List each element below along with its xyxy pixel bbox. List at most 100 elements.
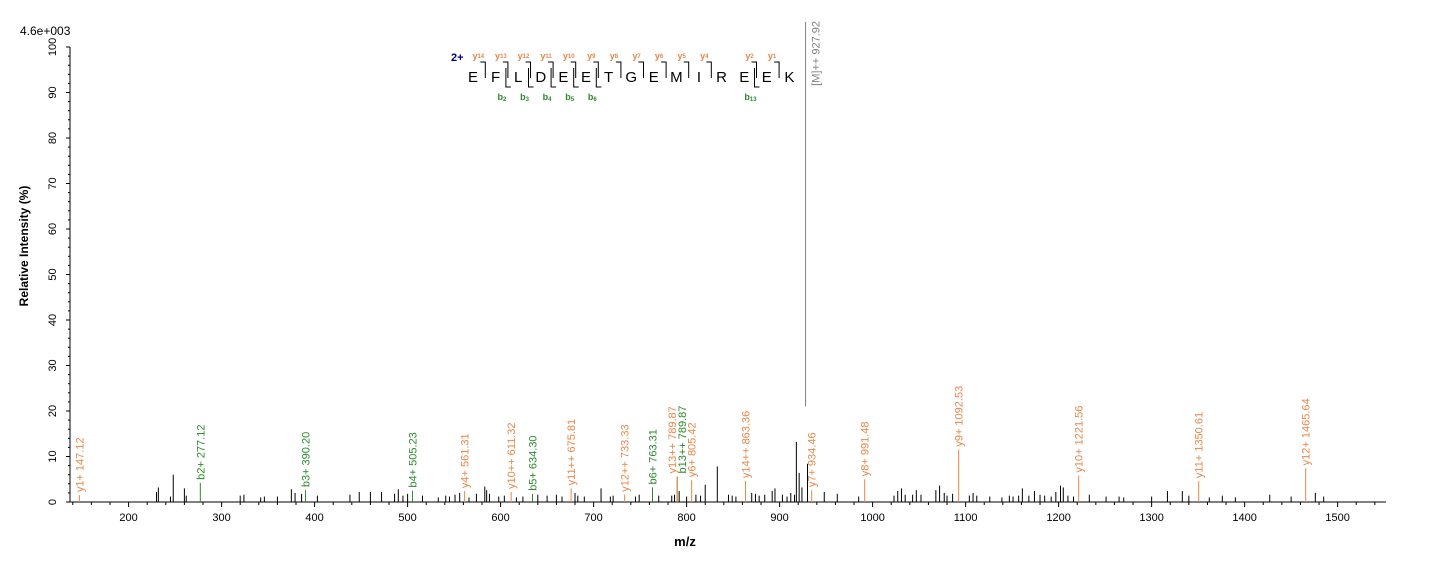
b-ion-label: b6 — [588, 92, 598, 103]
y-ion-label: y4 — [700, 51, 709, 61]
x-tick-label: 800 — [677, 512, 695, 524]
peak-label: y11++ 675.81 — [566, 419, 578, 485]
y-ion-label: y13 — [495, 51, 507, 61]
y-tick-label: 60 — [47, 223, 59, 235]
y-tick-label: 50 — [47, 268, 59, 280]
x-axis-title: m/z — [674, 534, 696, 549]
peak-label: y13++ 789.87 — [667, 406, 679, 473]
x-tick-label: 300 — [212, 512, 230, 524]
peak-label: y10++ 611.32 — [506, 423, 518, 489]
b-ion-bracket — [505, 68, 511, 88]
y-ion-bracket — [774, 61, 780, 78]
b-ion-bracket — [595, 68, 602, 88]
y-ion-bracket — [615, 61, 622, 78]
y-tick-label: 30 — [47, 359, 59, 371]
residue: D — [535, 69, 546, 86]
y-ion-bracket — [638, 61, 644, 78]
residue: K — [784, 69, 794, 86]
y-ion-bracket — [661, 61, 667, 78]
residue: E — [558, 69, 568, 86]
y-tick-label: 0 — [47, 499, 59, 505]
precursor-label: [M]++ 927.92 — [811, 21, 823, 86]
b-ion-bracket — [550, 68, 557, 88]
b-ion-label: b2 — [497, 92, 507, 103]
x-tick-label: 900 — [770, 512, 788, 524]
charge-state: 2+ — [451, 52, 464, 64]
b-ion-label: b5 — [565, 92, 575, 103]
y-ion-bracket — [683, 61, 690, 78]
y-axis-title: Relative Intensity (%) — [17, 186, 31, 307]
peaks-layer — [155, 441, 1325, 502]
residue: F — [491, 69, 500, 86]
b-ion-label: b3 — [520, 92, 530, 103]
peak-label: y1+ 147.12 — [74, 437, 86, 492]
b-ion-label: b4 — [543, 92, 553, 103]
residue: E — [649, 69, 659, 86]
b-ion-bracket — [754, 68, 760, 88]
peak-annotations: y1+ 147.12 b2+ 277.12 b3+ 390.20 b4+ 505.23… — [74, 21, 1313, 502]
residue: E — [468, 69, 478, 86]
y-ion-bracket — [525, 61, 531, 78]
y-tick-label: 40 — [47, 314, 59, 326]
x-tick-label: 400 — [305, 512, 323, 524]
residue: T — [604, 69, 613, 86]
residue: E — [581, 69, 591, 86]
residue: M — [670, 69, 683, 86]
y-ion-label: y11 — [540, 51, 552, 61]
y-axis-ticks: 0 10 20 30 40 50 60 70 80 90 100 — [47, 38, 70, 505]
y-ion-label: y10 — [563, 51, 575, 61]
peak-label: y11+ 1350.61 — [1194, 412, 1206, 478]
y-ion-bracket — [751, 61, 757, 78]
peak-label: b3+ 390.20 — [300, 432, 312, 487]
y-ion-label: y5 — [678, 51, 687, 61]
b-ion-bracket — [528, 68, 534, 88]
y-ion-label: y8 — [610, 51, 619, 61]
x-tick-label: 1100 — [954, 512, 978, 524]
residue: G — [625, 69, 637, 86]
x-tick-label: 500 — [398, 512, 416, 524]
y-ion-bracket — [502, 61, 509, 78]
residue: R — [716, 69, 727, 86]
b-ion-bracket — [573, 68, 579, 88]
y-tick-label: 90 — [47, 86, 59, 98]
y-ion-bracket — [706, 61, 712, 78]
y-tick-label: 20 — [47, 405, 59, 417]
x-tick-label: 600 — [491, 512, 509, 524]
peak-label: b5+ 634.30 — [528, 435, 540, 490]
y-tick-label: 80 — [47, 132, 59, 144]
y-ion-label: y2 — [745, 51, 754, 61]
residue: L — [514, 69, 522, 86]
residue: I — [697, 69, 701, 86]
y-ion-label: y6 — [655, 51, 664, 61]
peak-label: b2+ 277.12 — [195, 425, 207, 480]
x-tick-label: 200 — [119, 512, 137, 524]
peak-label: b4+ 505.23 — [407, 432, 419, 487]
y-ion-label: y12 — [518, 51, 530, 61]
peak-label: y12++ 733.33 — [620, 424, 632, 491]
x-tick-label: 1500 — [1325, 512, 1349, 524]
y-ion-bracket — [570, 61, 577, 78]
y-tick-label: 10 — [47, 450, 59, 462]
peak-label: b13++ 789.87 — [677, 406, 689, 474]
peak-label: b6+ 763.31 — [647, 429, 659, 484]
peak-label: y14++ 863.36 — [741, 411, 753, 478]
residue: E — [739, 69, 749, 86]
residue: E — [762, 69, 772, 86]
x-tick-label: 700 — [584, 512, 602, 524]
y-ion-bracket — [480, 61, 486, 78]
max-intensity-label: 4.6e+003 — [20, 24, 71, 38]
x-tick-label: 1200 — [1046, 512, 1070, 524]
x-tick-label: 1400 — [1232, 512, 1256, 524]
y-ion-label: y1 — [768, 51, 777, 61]
y-tick-label: 100 — [47, 38, 59, 56]
peak-label: y6+ 805.42 — [687, 422, 699, 477]
x-axis-ticks: 200 300 400 500 600 700 800 900 1000 1100 1200 1300… — [72, 502, 1376, 524]
b-ion-label: b13 — [744, 92, 757, 103]
x-tick-label: 1300 — [1139, 512, 1163, 524]
peak-label: y7+ 934.46 — [807, 432, 819, 487]
y-tick-label: 70 — [47, 177, 59, 189]
y-ion-label: y7 — [632, 51, 641, 61]
y-ion-label: y14 — [472, 51, 484, 61]
